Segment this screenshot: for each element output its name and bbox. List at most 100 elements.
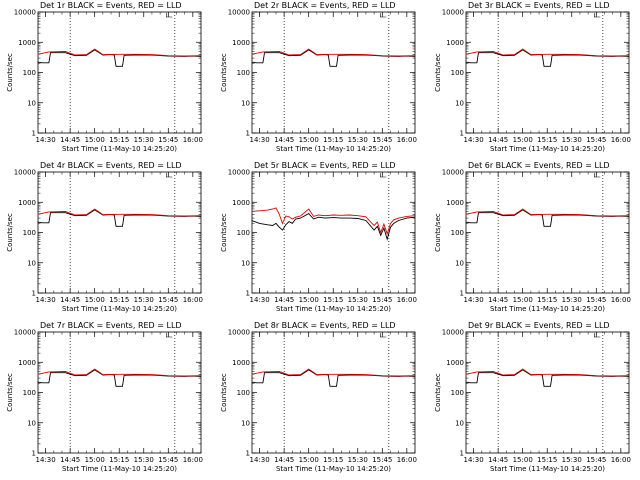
y-tick-label: 10 <box>241 99 250 107</box>
y-tick-label: 1 <box>32 130 36 138</box>
y-tick-label: 10 <box>27 259 36 267</box>
x-tick-label: 14:30 <box>464 136 484 144</box>
series-line-lld <box>251 48 416 57</box>
x-tick-label: 15:00 <box>85 456 105 464</box>
x-tick-label: 15:45 <box>586 296 606 304</box>
y-tick-label: 1000 <box>232 39 250 47</box>
x-tick-label: 15:00 <box>513 136 533 144</box>
x-tick-label: 15:45 <box>158 296 178 304</box>
y-tick-label: 100 <box>23 229 36 237</box>
y-tick-label: 100 <box>237 389 250 397</box>
x-axis-label: Start Time (11-May-10 14:25:20) <box>62 305 177 313</box>
x-tick-label: 15:30 <box>134 136 154 144</box>
plot-frame <box>251 331 416 454</box>
x-tick-label: 15:30 <box>348 296 368 304</box>
series-line-events <box>251 213 416 241</box>
x-tick-label: 14:45 <box>274 136 294 144</box>
x-tick-label: 15:15 <box>537 136 557 144</box>
x-axis-label: Start Time (11-May-10 14:25:20) <box>276 145 391 153</box>
x-axis-label: Start Time (11-May-10 14:25:20) <box>490 465 605 473</box>
series-line-lld <box>37 368 202 377</box>
y-tick-label: 100 <box>451 229 464 237</box>
y-tick-label: 10000 <box>442 9 464 17</box>
panel-title: Det 7r BLACK = Events, RED = LLD <box>40 321 182 330</box>
x-tick-label: 16:00 <box>611 136 631 144</box>
series-line-lld <box>465 208 630 217</box>
panel-det-3: Det 3r BLACK = Events, RED = LLD 1 10 100 10… <box>434 1 631 153</box>
x-tick-label: 14:45 <box>60 456 80 464</box>
x-tick-label: 14:30 <box>36 296 56 304</box>
series-line-events <box>251 49 416 67</box>
x-tick-label: 15:15 <box>537 456 557 464</box>
x-tick-label: 15:45 <box>372 296 392 304</box>
panel-title: Det 8r BLACK = Events, RED = LLD <box>254 321 396 330</box>
plot-frame <box>465 331 630 454</box>
y-tick-label: 10 <box>455 99 464 107</box>
x-tick-label: 16:00 <box>611 296 631 304</box>
x-tick-label: 15:45 <box>372 136 392 144</box>
y-axis-label: Counts/sec <box>220 213 228 252</box>
x-tick-label: 15:15 <box>109 136 129 144</box>
x-tick-label: 14:30 <box>250 456 270 464</box>
y-tick-label: 100 <box>237 229 250 237</box>
x-tick-label: 14:30 <box>250 136 270 144</box>
y-axis-label: Counts/sec <box>434 53 442 92</box>
panel-title: Det 1r BLACK = Events, RED = LLD <box>40 1 182 10</box>
x-tick-label: 15:45 <box>158 136 178 144</box>
y-tick-label: 100 <box>23 69 36 77</box>
x-tick-label: 15:30 <box>348 136 368 144</box>
x-tick-label: 15:15 <box>323 136 343 144</box>
marker-bracket <box>379 333 387 338</box>
y-axis-label: Counts/sec <box>220 373 228 412</box>
x-tick-label: 16:00 <box>183 296 203 304</box>
x-axis-label: Start Time (11-May-10 14:25:20) <box>490 145 605 153</box>
y-axis-label: Counts/sec <box>220 53 228 92</box>
panel-det-8: Det 8r BLACK = Events, RED = LLD 1 10 100 10… <box>220 321 417 473</box>
x-tick-label: 15:15 <box>109 296 129 304</box>
marker-bracket <box>379 173 387 178</box>
x-tick-label: 15:00 <box>299 296 319 304</box>
y-tick-label: 1000 <box>446 359 464 367</box>
x-axis-label: Start Time (11-May-10 14:25:20) <box>62 465 177 473</box>
y-axis-label: Counts/sec <box>6 373 14 412</box>
x-tick-label: 15:00 <box>85 296 105 304</box>
x-tick-label: 15:15 <box>537 296 557 304</box>
y-tick-label: 10 <box>241 419 250 427</box>
y-tick-label: 1000 <box>446 199 464 207</box>
marker-bracket <box>165 173 173 178</box>
x-tick-label: 15:00 <box>513 296 533 304</box>
y-tick-label: 1000 <box>232 359 250 367</box>
x-tick-label: 14:45 <box>488 136 508 144</box>
x-tick-label: 15:30 <box>134 456 154 464</box>
x-axis-label: Start Time (11-May-10 14:25:20) <box>276 465 391 473</box>
series-line-lld <box>251 368 416 377</box>
y-tick-label: 10000 <box>14 169 36 177</box>
y-tick-label: 10 <box>241 259 250 267</box>
marker-bracket <box>593 13 601 18</box>
x-tick-label: 15:30 <box>562 136 582 144</box>
x-tick-label: 14:45 <box>274 456 294 464</box>
y-tick-label: 100 <box>451 69 464 77</box>
x-tick-label: 15:00 <box>513 456 533 464</box>
x-tick-label: 16:00 <box>183 136 203 144</box>
series-line-lld <box>37 208 202 217</box>
y-tick-label: 10000 <box>228 169 250 177</box>
x-tick-label: 15:45 <box>372 456 392 464</box>
y-axis-label: Counts/sec <box>434 213 442 252</box>
y-tick-label: 10000 <box>442 169 464 177</box>
plot-frame <box>37 171 202 294</box>
x-axis-label: Start Time (11-May-10 14:25:20) <box>62 145 177 153</box>
marker-bracket <box>593 333 601 338</box>
x-tick-label: 16:00 <box>397 456 417 464</box>
series-line-lld <box>251 207 416 236</box>
marker-bracket <box>379 13 387 18</box>
x-tick-label: 14:45 <box>274 296 294 304</box>
series-line-lld <box>37 48 202 57</box>
y-tick-label: 1000 <box>18 359 36 367</box>
panel-det-2: Det 2r BLACK = Events, RED = LLD 1 10 100 10… <box>220 1 417 153</box>
y-tick-label: 1 <box>246 290 250 298</box>
x-tick-label: 16:00 <box>397 136 417 144</box>
y-tick-label: 1 <box>460 450 464 458</box>
plot-frame <box>465 171 630 294</box>
y-tick-label: 10 <box>455 419 464 427</box>
